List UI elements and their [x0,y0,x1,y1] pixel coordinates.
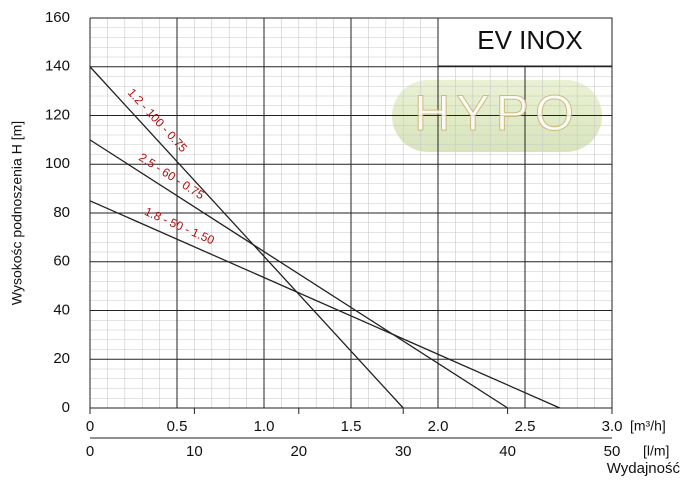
y-tick-label: 40 [53,301,70,318]
x2-tick-label: 30 [395,443,412,460]
series-line [89,139,508,409]
y-tick-label: 160 [45,9,70,26]
watermark: HYPO [414,85,580,141]
y-tick-label: 0 [62,399,70,416]
y-axis-label: Wysokośc podnoszenia H [m] [9,121,25,305]
x-tick-label: 1.0 [254,418,275,435]
x-unit: [m³/h] [630,418,666,434]
x-tick-label: 1.5 [341,418,362,435]
x2-tick-label: 0 [86,443,94,460]
y-tick-label: 100 [45,155,70,172]
x2-unit: [l/m] [643,443,669,459]
y-tick-label: 120 [45,106,70,123]
y-tick-label: 80 [53,204,70,221]
x-tick-label: 2.5 [515,418,536,435]
series-line [89,200,561,409]
x-tick-label: 0.5 [167,418,188,435]
chart-title: EV INOX [477,25,582,55]
title-box [437,17,613,67]
x2-tick-label: 40 [499,443,516,460]
y-tick-label: 20 [53,350,70,367]
x-tick-label: 3.0 [602,418,623,435]
x2-label: Wydajność [607,460,681,477]
x2-tick-label: 50 [604,443,621,460]
y-tick-label: 60 [53,253,70,270]
x-tick-label: 0 [86,418,94,435]
y-tick-label: 140 [45,58,70,75]
x-tick-label: 2.0 [428,418,449,435]
series-line [89,66,404,409]
x2-tick-label: 10 [186,443,203,460]
x2-tick-label: 20 [290,443,307,460]
